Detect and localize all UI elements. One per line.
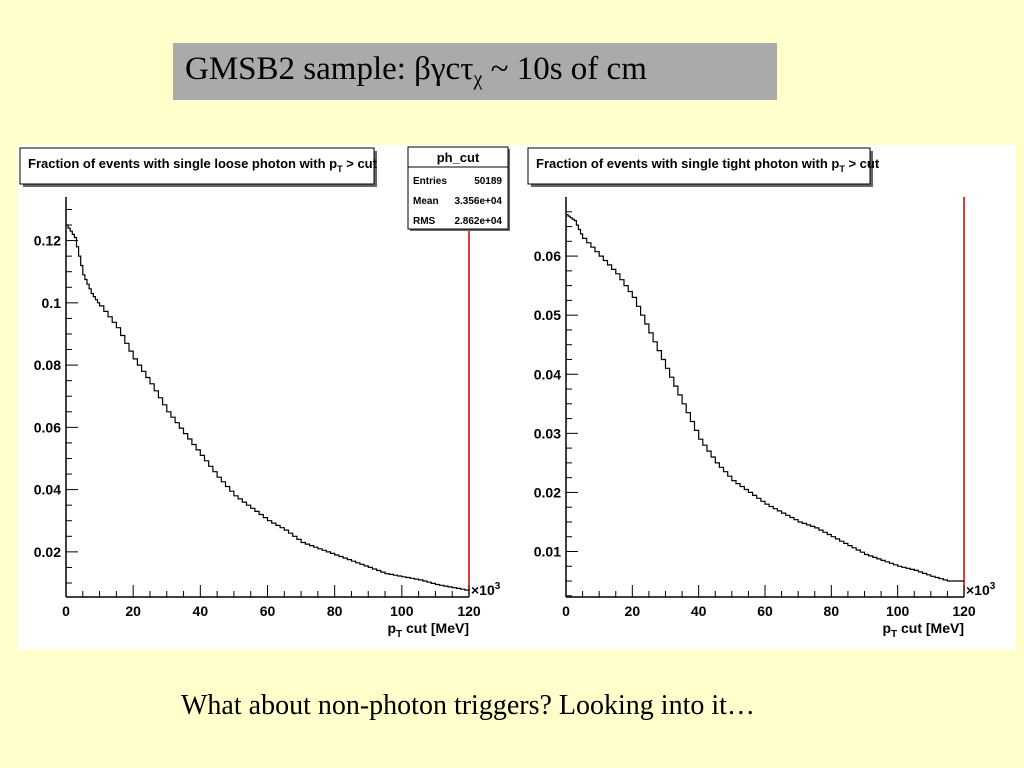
plot1-x-tick-label: 20 <box>125 603 141 619</box>
plot1-title-box <box>19 147 375 185</box>
plot2-title: Fraction of events with single tight pho… <box>536 156 880 174</box>
plot2-x-tick-label: 0 <box>562 603 570 619</box>
slide-title-tail: ~ 10s of cm <box>482 51 647 87</box>
plot2-x-multiplier: ×103 <box>966 581 996 598</box>
plot2-histogram-series <box>566 214 964 582</box>
plot2-y-tick-label: 0.02 <box>534 484 561 500</box>
stats-row-label: Entries <box>413 176 447 187</box>
plots-canvas: Fraction of events with single loose pho… <box>19 146 996 640</box>
plot2-x-axis-label: pT cut [MeV] <box>882 620 964 640</box>
plot1-x-tick-label: 80 <box>327 603 343 619</box>
plot1-x-tick-label: 100 <box>390 603 414 619</box>
plot2-y-tick-label: 0.03 <box>534 425 561 441</box>
plot1-x-tick-label: 120 <box>457 603 481 619</box>
plot1-x-multiplier: ×103 <box>471 581 501 598</box>
slide-title-main: GMSB2 sample: βγcτ <box>185 51 474 87</box>
plot1-x-tick-label: 0 <box>62 603 70 619</box>
plot2-y-tick-label: 0.05 <box>534 307 561 323</box>
plot1-y-tick-label: 0.02 <box>34 544 61 560</box>
plot2-title-box <box>527 147 871 185</box>
plot2-x-tick-label: 20 <box>625 603 641 619</box>
plot1-y-tick-label: 0.08 <box>34 357 61 373</box>
plot1-x-axis-label: pT cut [MeV] <box>387 620 469 640</box>
plot1-y-tick-label: 0.06 <box>34 419 61 435</box>
slide-title: GMSB2 sample: βγcτχ ~ 10s of cm <box>173 43 777 100</box>
plot2-x-tick-label: 100 <box>886 603 910 619</box>
plot2-y-tick-label: 0.06 <box>534 248 561 264</box>
plots-area: Fraction of events with single loose pho… <box>18 145 1016 650</box>
plot2-x-tick-label: 60 <box>757 603 773 619</box>
stats-row-value: 50189 <box>474 176 502 187</box>
plot1-y-tick-label: 0.1 <box>42 295 62 311</box>
stats-box-name: ph_cut <box>437 150 480 165</box>
plot2-x-tick-label: 40 <box>691 603 707 619</box>
slide-title-subscript: χ <box>473 68 483 90</box>
stats-row-label: RMS <box>413 216 436 227</box>
plot2-x-tick-label: 80 <box>824 603 840 619</box>
stats-box <box>407 146 509 230</box>
plot1-y-tick-label: 0.12 <box>34 233 61 249</box>
stats-row-value: 3.356e+04 <box>454 196 502 207</box>
plot2-x-tick-label: 120 <box>952 603 976 619</box>
plot1-title: Fraction of events with single loose pho… <box>28 156 378 174</box>
stats-row-label: Mean <box>413 196 439 207</box>
plot2-y-tick-label: 0.01 <box>534 544 561 560</box>
slide-footer-text: What about non-photon triggers? Looking … <box>181 690 755 721</box>
plot2-y-tick-label: 0.04 <box>534 366 561 382</box>
plot1-x-tick-label: 40 <box>193 603 209 619</box>
plot1-x-tick-label: 60 <box>260 603 276 619</box>
stats-row-value: 2.862e+04 <box>454 216 502 227</box>
plot1-histogram-series <box>66 224 470 591</box>
plot1-y-tick-label: 0.04 <box>34 482 61 498</box>
